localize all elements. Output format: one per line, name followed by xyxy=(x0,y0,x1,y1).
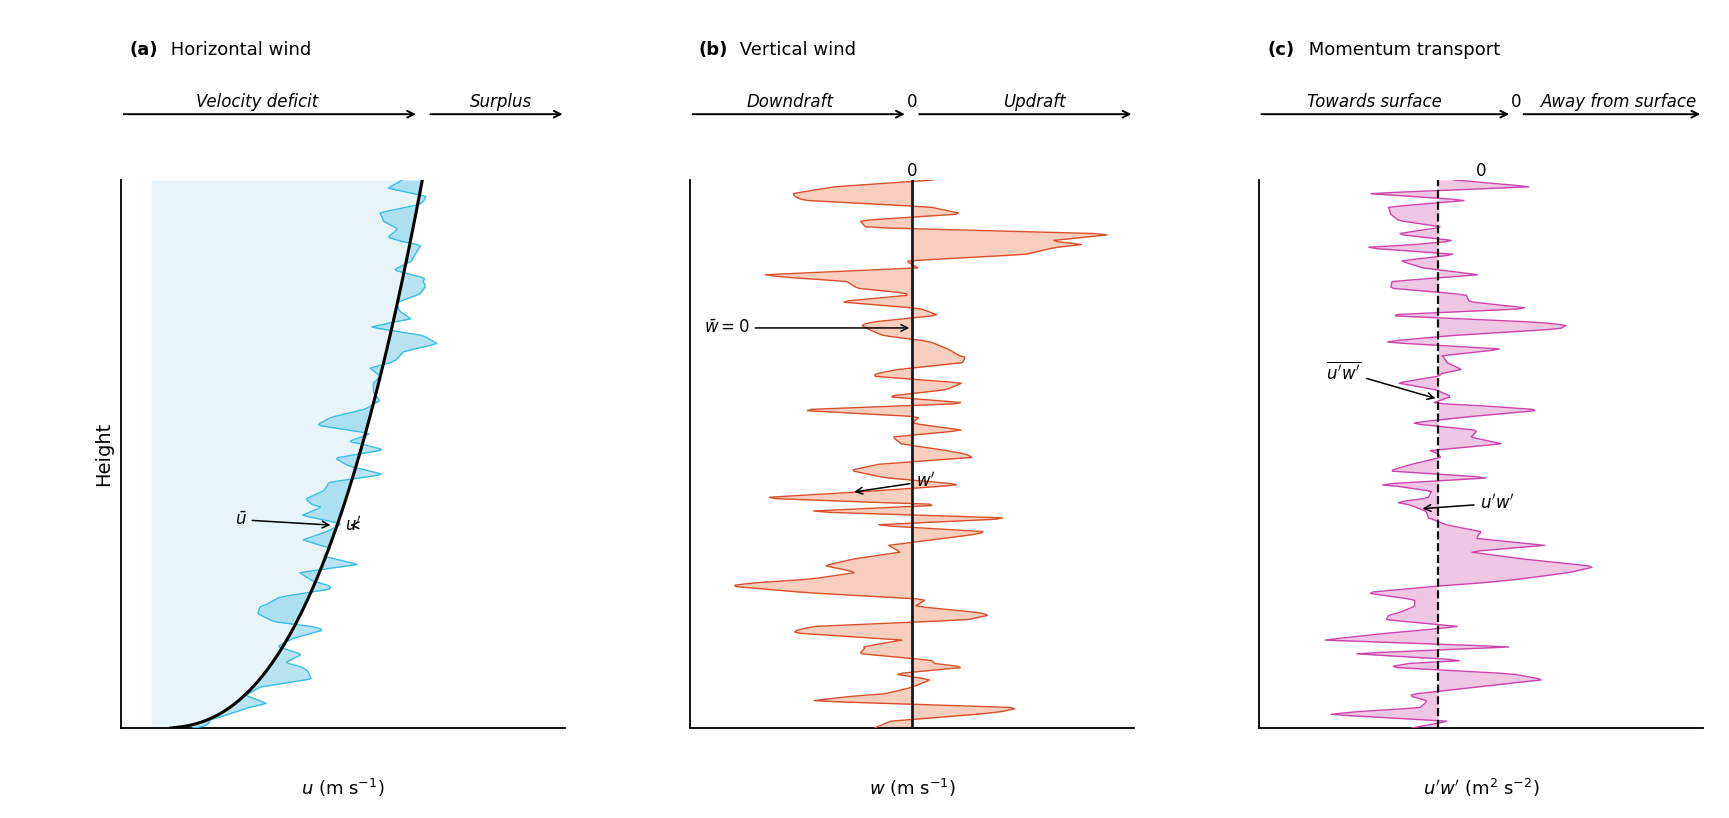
Text: (c): (c) xyxy=(1267,42,1295,60)
Text: 0: 0 xyxy=(1511,93,1522,111)
Text: Velocity deficit: Velocity deficit xyxy=(195,93,318,111)
Text: Away from surface: Away from surface xyxy=(1541,93,1698,111)
Y-axis label: Height: Height xyxy=(93,422,112,486)
Text: $\overline{u'w'}$: $\overline{u'w'}$ xyxy=(1326,361,1433,399)
Text: $u'w'$: $u'w'$ xyxy=(1425,494,1515,513)
Text: $\mathit{u'w'}$ (m$^2$ s$^{-2}$): $\mathit{u'w'}$ (m$^2$ s$^{-2}$) xyxy=(1423,777,1539,799)
Text: Towards surface: Towards surface xyxy=(1307,93,1442,111)
Text: Updraft: Updraft xyxy=(1003,93,1065,111)
Text: Downdraft: Downdraft xyxy=(747,93,833,111)
Text: (b): (b) xyxy=(699,42,728,60)
Text: 0: 0 xyxy=(906,162,918,180)
Text: $w'$: $w'$ xyxy=(856,472,935,494)
Text: $\bar{w} = 0$: $\bar{w} = 0$ xyxy=(704,319,908,337)
Text: $\mathit{w}$ (m s$^{-1}$): $\mathit{w}$ (m s$^{-1}$) xyxy=(868,777,956,799)
Text: Vertical wind: Vertical wind xyxy=(735,42,856,60)
Text: Momentum transport: Momentum transport xyxy=(1304,42,1501,60)
Text: 0: 0 xyxy=(906,93,918,111)
Text: Horizontal wind: Horizontal wind xyxy=(166,42,311,60)
Text: $u'$: $u'$ xyxy=(344,515,361,535)
Text: $\bar{u}$: $\bar{u}$ xyxy=(235,510,329,528)
Text: $\mathit{u}$ (m s$^{-1}$): $\mathit{u}$ (m s$^{-1}$) xyxy=(301,777,386,799)
Text: 0: 0 xyxy=(1475,162,1487,180)
Text: (a): (a) xyxy=(130,42,159,60)
Text: Surplus: Surplus xyxy=(470,93,533,111)
